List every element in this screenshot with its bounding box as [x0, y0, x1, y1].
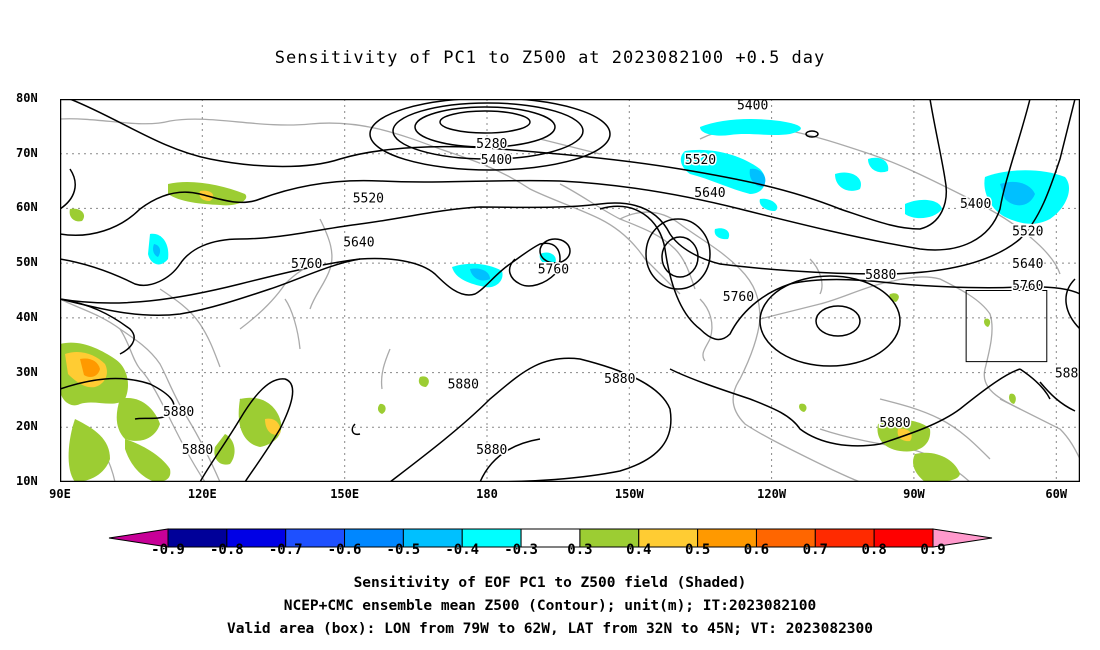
y-tick-label: 80N — [16, 91, 38, 105]
contour-label: 5640 — [694, 186, 725, 201]
colorbar-level-label: 0.4 — [626, 542, 652, 558]
z500-contours — [60, 99, 1080, 482]
contour-label: 5520 — [1012, 224, 1043, 239]
contour-label: 5880 — [879, 416, 910, 431]
x-tick-label: 60W — [1045, 487, 1068, 501]
contour-label: 5400 — [481, 153, 512, 168]
colorbar-level-label: -0.6 — [327, 542, 362, 558]
x-tick-label: 120E — [187, 487, 217, 501]
y-tick-label: 70N — [16, 145, 38, 160]
y-tick-label: 40N — [16, 309, 38, 324]
caption-line-3: Valid area (box): LON from 79W to 62W, L… — [226, 621, 873, 637]
colorbar-level-label: 0.8 — [861, 542, 887, 558]
caption-line-2: NCEP+CMC ensemble mean Z500 (Contour); u… — [283, 598, 817, 614]
contour-label: 5760 — [538, 263, 569, 278]
contour-label: 5880 — [163, 405, 194, 420]
contour-label: 5880 — [448, 378, 479, 393]
colorbar-level-label: -0.5 — [386, 542, 421, 558]
colorbar-level-label: -0.4 — [445, 542, 480, 558]
contour-label: 5880 — [604, 372, 635, 387]
colorbar-cell — [932, 528, 993, 548]
contour-label: 5280 — [476, 137, 507, 152]
contour-label: 5520 — [353, 191, 384, 206]
y-tick-label: 30N — [16, 364, 38, 379]
colorbar-labels: -0.9 -0.8 -0.7 -0.6 -0.5 -0.4 -0.3 0.3 0.4 0.5 0.6… — [0, 542, 1100, 562]
contour-label: 5880 — [476, 443, 507, 458]
map-frame — [60, 99, 1080, 482]
x-tick-label: 150W — [614, 487, 644, 501]
contour-label: 5880 — [1055, 367, 1080, 382]
y-tick-label: 60N — [16, 200, 38, 215]
contour-label: 5640 — [343, 235, 374, 250]
y-tick-label: 10N — [16, 474, 38, 488]
contour-label: 5880 — [865, 268, 896, 283]
contour-label: 5400 — [960, 197, 991, 212]
x-tick-label: 90E — [49, 487, 71, 501]
y-tick-label: 50N — [16, 255, 38, 270]
colorbar-level-label: -0.9 — [151, 542, 185, 558]
colorbar-level-label: -0.3 — [504, 542, 538, 558]
caption-line-1: Sensitivity of EOF PC1 to Z500 field (Sh… — [353, 575, 747, 591]
x-tick-label: 150E — [330, 487, 360, 501]
colorbar-level-label: 0.3 — [567, 542, 593, 558]
x-tick-label: 90W — [903, 487, 925, 501]
colorbar-level-label: 0.7 — [802, 542, 828, 558]
sensitivity-shading — [60, 119, 1070, 482]
colorbar-level-label: 0.5 — [684, 542, 711, 558]
contour-label: 5880 — [182, 443, 213, 458]
map-title: Sensitivity of PC1 to Z500 at 2023082100… — [274, 48, 826, 68]
colorbar-level-label: 0.6 — [743, 542, 770, 558]
contour-label: 5640 — [1012, 257, 1043, 272]
contour-label: 5760 — [291, 257, 322, 272]
contour-label: 5520 — [685, 153, 716, 168]
colorbar-level-label: -0.7 — [268, 542, 303, 558]
colorbar-level-label: -0.8 — [209, 542, 244, 558]
contour-label: 5400 — [737, 99, 768, 113]
x-tick-label: 180 — [476, 487, 498, 501]
y-tick-label: 20N — [16, 419, 38, 434]
colorbar — [108, 528, 993, 548]
gridlines — [60, 99, 1080, 482]
x-tick-label: 120W — [757, 487, 787, 501]
valid-area-box — [965, 290, 1048, 363]
colorbar-level-label: 0.9 — [920, 542, 946, 558]
contour-label: 5760 — [723, 290, 754, 305]
contour-label: 5760 — [1012, 279, 1043, 294]
